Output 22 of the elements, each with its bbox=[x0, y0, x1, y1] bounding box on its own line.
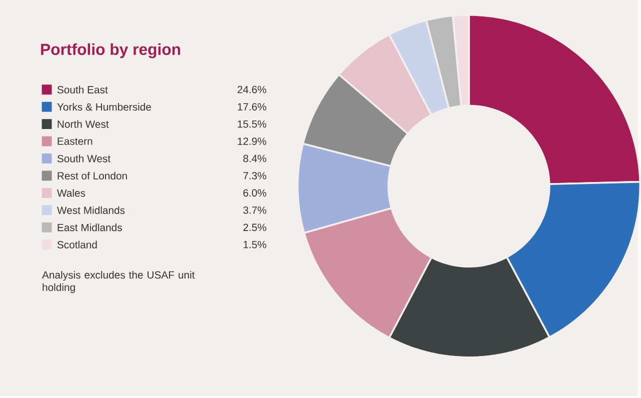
legend-label: South East bbox=[57, 86, 108, 94]
data-label: 1.5% bbox=[244, 240, 266, 248]
legend-label: Yorks & Humberside bbox=[57, 102, 151, 111]
data-label: 17.6% bbox=[238, 103, 266, 110]
legend-label: North West bbox=[58, 120, 109, 128]
legend-label: Eastern bbox=[58, 138, 92, 145]
text: Analysis excludes the USAF unit holding bbox=[42, 270, 195, 293]
legend-label: West Midlands bbox=[56, 206, 125, 214]
legend-label: Scotland bbox=[57, 240, 97, 248]
data-label: 24.6% bbox=[238, 86, 266, 94]
text: Portfolio by region bbox=[41, 43, 180, 58]
legend-label: Rest of London bbox=[58, 172, 127, 180]
data-label: 7.3% bbox=[243, 172, 266, 180]
data-label: 15.5% bbox=[238, 120, 266, 128]
data-label: 8.4% bbox=[243, 154, 266, 162]
legend-label: South West bbox=[57, 154, 111, 162]
legend-label: East Midlands bbox=[58, 223, 122, 232]
data-label: 12.9% bbox=[238, 137, 266, 145]
legend-label: Wales bbox=[56, 189, 86, 197]
data-label: 2.5% bbox=[243, 224, 266, 231]
data-label: 6.0% bbox=[243, 189, 266, 197]
data-label: 3.7% bbox=[243, 206, 266, 214]
